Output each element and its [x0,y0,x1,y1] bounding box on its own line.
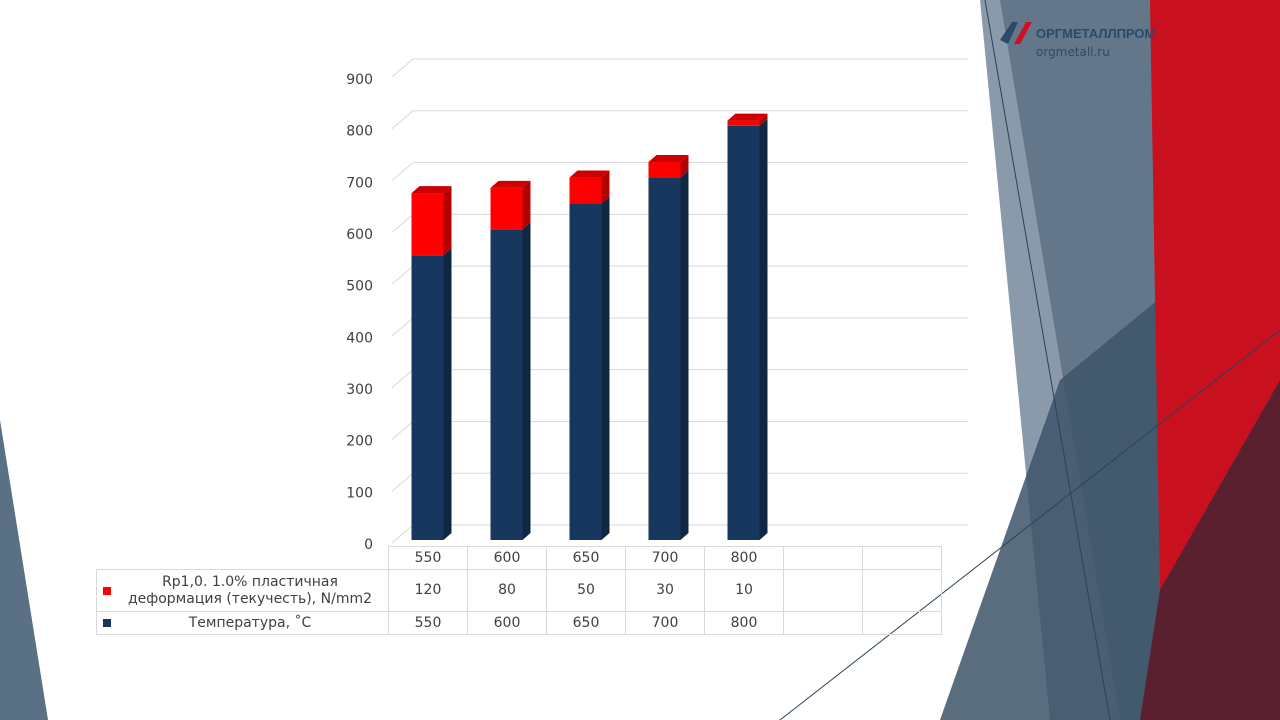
bar-side [443,248,452,540]
x-tick-label: 650 [546,546,626,570]
y-tick-label: 0 [364,537,373,553]
plot-area: 0 100 200 300 400 500 600 700 800 900 [346,58,968,553]
bar-side [759,113,768,126]
bar-segment [490,229,523,541]
x-tick-label [783,546,863,570]
grid-line-side [391,265,414,285]
legend-label: Температура, ˚C [188,614,312,631]
bar-side [522,180,531,230]
table-value: 120 [388,569,468,612]
bar-side [759,118,768,541]
bar-segment [569,203,602,540]
bar-top [490,180,531,188]
table-value: 550 [388,611,468,635]
y-tick-label: 300 [346,382,373,398]
y-tick-label: 400 [346,330,373,346]
bar-side [680,155,689,178]
table-value: 30 [625,569,705,612]
table-value: 700 [625,611,705,635]
bar-top [569,170,610,178]
y-tick-label: 200 [346,434,373,450]
y-tick-label: 600 [346,227,373,243]
x-tick-label [862,546,942,570]
grid-line-side [391,162,414,181]
legend-entry: Rp1,0. 1.0% пластичная деформация (текуч… [96,569,389,612]
bar-segment [569,177,602,204]
bar-segment [648,162,681,178]
bar-side [601,170,610,204]
grid-line-side [391,110,414,130]
y-tick-label: 700 [346,175,373,191]
table-value: 600 [467,611,547,635]
bar-segment [648,177,681,541]
table-value: 80 [467,569,547,612]
legend-label: Rp1,0. 1.0% пластичная деформация (текуч… [127,573,373,607]
legend-swatch [103,586,111,595]
bar-segment [411,193,444,256]
x-tick-label: 550 [388,546,468,570]
y-tick-label: 500 [346,279,373,295]
table-value: 800 [704,611,784,635]
x-tick-label: 800 [704,546,784,570]
table-value: 650 [546,611,626,635]
grid-line-side [391,213,414,233]
bar-top [727,113,768,121]
grid-line-side [391,524,414,544]
bar-segment [411,255,444,540]
x-tick-label: 700 [625,546,705,570]
bar-segment [727,125,760,541]
bar-top [648,155,689,163]
bar-segment [727,120,760,126]
table-value [783,569,863,612]
table-value: 10 [704,569,784,612]
x-tick-label: 600 [467,546,547,570]
grid-line-side [391,58,414,78]
logo-url: orgmetall.ru [1036,45,1110,59]
y-tick-label: 900 [346,72,373,88]
bar-side [601,196,610,540]
legend-swatch [103,619,111,627]
bar-top [411,186,452,194]
grid-line-side [391,421,414,440]
table-value [783,611,863,635]
bar-side [522,222,531,541]
bar-side [443,186,452,256]
table-value [862,569,942,612]
grid-line-side [391,317,414,337]
grid-line-side [391,472,414,492]
table-value: 50 [546,569,626,612]
table-value [862,611,942,635]
bar-segment [490,187,523,230]
logo-name: ОРГМЕТАЛЛПРОМ [1036,26,1156,41]
legend-entry: Температура, ˚C [96,611,389,635]
y-tick-label: 800 [346,124,373,140]
y-tick-label: 100 [346,485,373,501]
grid-line-side [391,369,414,389]
bar-side [680,170,689,541]
